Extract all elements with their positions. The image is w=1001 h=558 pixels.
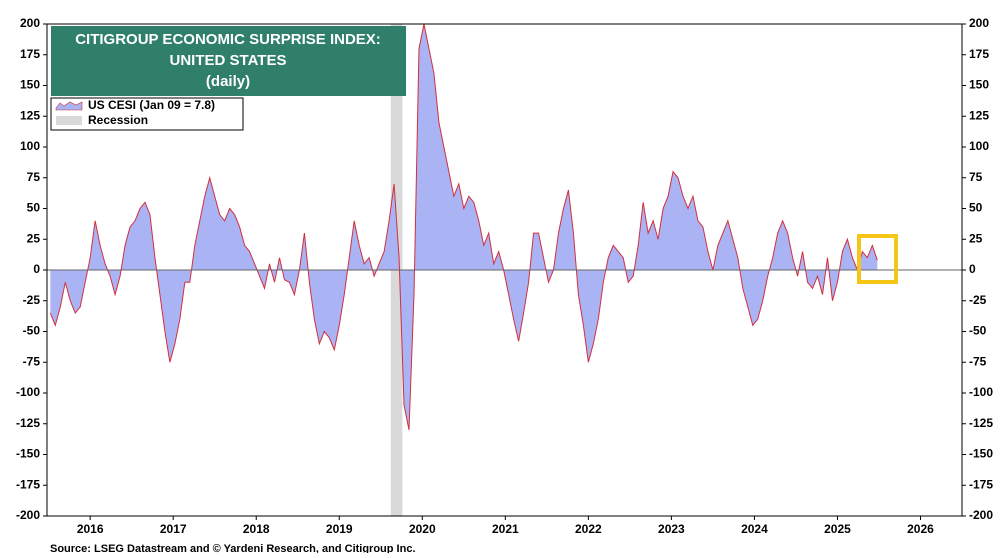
x-tick-label: 2025	[824, 522, 851, 536]
y2-tick-label: -200	[969, 508, 993, 522]
chart-title: (daily)	[206, 73, 250, 90]
x-tick-label: 2020	[409, 522, 436, 536]
y2-tick-label: 100	[969, 139, 989, 153]
x-tick-label: 2023	[658, 522, 685, 536]
source-note: Source: LSEG Datastream and © Yardeni Re…	[50, 543, 416, 553]
legend-box	[50, 97, 244, 131]
y-tick-label: -75	[23, 354, 41, 368]
x-tick-label: 2019	[326, 522, 353, 536]
line	[49, 23, 878, 430]
x-tick-label: 2024	[741, 522, 768, 536]
chart-title: CITIGROUP ECONOMIC SURPRISE INDEX:	[75, 31, 381, 48]
y2-tick-label: -175	[969, 477, 993, 491]
y-tick-label: 75	[27, 170, 41, 184]
legend-label: Recession	[88, 113, 148, 127]
legend-label: US CESI (Jan 09 = 7.8)	[88, 98, 215, 112]
y2-tick-label: -50	[969, 324, 987, 338]
legend-swatch	[55, 101, 83, 111]
y2-tick-label: 50	[969, 201, 983, 215]
y-tick-label: 50	[27, 201, 41, 215]
y2-tick-label: -125	[969, 416, 993, 430]
x-tick-label: 2026	[907, 522, 934, 536]
y-tick-label: 25	[27, 231, 41, 245]
y2-tick-label: 200	[969, 16, 989, 30]
y-tick-label: 200	[20, 16, 40, 30]
y2-tick-label: 75	[969, 170, 983, 184]
x-tick-label: 2016	[77, 522, 104, 536]
y-tick-label: -50	[23, 324, 41, 338]
y-tick-label: -100	[16, 385, 40, 399]
highlight-box	[857, 234, 898, 284]
title-box	[51, 26, 406, 96]
y-tick-label: -125	[16, 416, 40, 430]
y2-tick-label: 150	[969, 78, 989, 92]
y2-tick-label: -75	[969, 354, 987, 368]
y2-tick-label: -25	[969, 293, 987, 307]
y-tick-label: -200	[16, 508, 40, 522]
y2-tick-label: -150	[969, 447, 993, 461]
y2-tick-label: -100	[969, 385, 993, 399]
x-tick-label: 2022	[575, 522, 602, 536]
y-tick-label: -150	[16, 447, 40, 461]
chart-title: UNITED STATES	[170, 52, 287, 69]
legend-swatch	[56, 116, 82, 125]
y-tick-label: 125	[20, 108, 40, 122]
y-tick-label: 0	[33, 262, 40, 276]
y2-tick-label: 0	[969, 262, 976, 276]
y-tick-label: 150	[20, 78, 40, 92]
y2-tick-label: 25	[969, 231, 983, 245]
x-tick-label: 2018	[243, 522, 270, 536]
y-tick-label: 175	[20, 47, 40, 61]
y-tick-label: -175	[16, 477, 40, 491]
y-tick-label: -25	[23, 293, 41, 307]
area	[50, 24, 878, 430]
y2-tick-label: 175	[969, 47, 989, 61]
x-tick-label: 2017	[160, 522, 187, 536]
y2-tick-label: 125	[969, 108, 989, 122]
x-tick-label: 2021	[492, 522, 519, 536]
y-tick-label: 100	[20, 139, 40, 153]
